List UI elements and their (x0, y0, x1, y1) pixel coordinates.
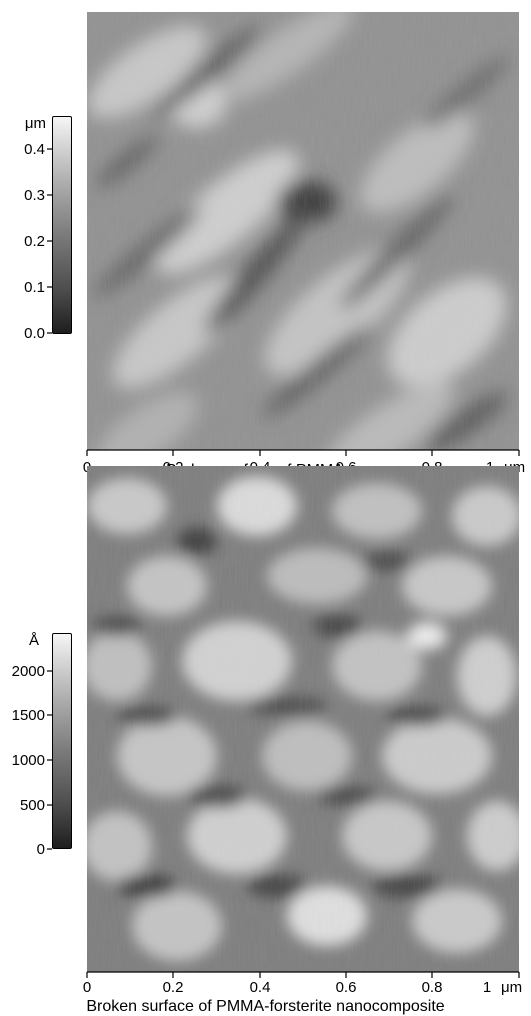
axes-overlay: μm 0.4 0.3 0.2 0.1 0.0 0 0.2 0.4 0.6 0.8… (24, 115, 525, 476)
x-axis-unit: μm (501, 979, 522, 996)
afm-height-image-nanocomposite (87, 466, 519, 972)
colorbar-tick-label: 0.3 (24, 187, 45, 204)
x-tick-label: 0 (83, 979, 91, 996)
afm-height-image-pmma (87, 12, 519, 450)
axes-overlay: Å 2000 1500 1000 500 0 0 0.2 0.4 0.6 0.8… (12, 632, 523, 996)
x-tick-label: 0.2 (163, 979, 184, 996)
colorbar-tick-label: 1000 (12, 752, 45, 769)
colorbar (52, 116, 72, 334)
x-tick-label: 1 (483, 979, 491, 996)
colorbar-tick-label: 2000 (12, 663, 45, 680)
colorbar (52, 633, 72, 849)
colorbar-tick-label: 0.2 (24, 233, 45, 250)
colorbar-tick-label: 0.1 (24, 279, 45, 296)
colorbar-tick-label: 0 (37, 841, 45, 858)
panel-caption: Broken surface of PMMA-forsterite nanoco… (86, 998, 445, 1015)
x-tick-label: 0.8 (422, 979, 443, 996)
colorbar-tick-label: 0.4 (24, 141, 45, 158)
colorbar-tick-label: 1500 (12, 707, 45, 724)
afm-panel-pmma: μm 0.4 0.3 0.2 0.1 0.0 0 0.2 0.4 0.6 0.8… (24, 12, 525, 479)
colorbar-tick-label: 500 (20, 797, 45, 814)
afm-panel-nanocomposite: Å 2000 1500 1000 500 0 0 0.2 0.4 0.6 0.8… (0, 466, 531, 1016)
colorbar-unit: Å (29, 632, 39, 649)
colorbar-tick-label: 0.0 (24, 325, 45, 342)
x-tick-label: 0.6 (336, 979, 357, 996)
x-tick-label: 0.4 (250, 979, 271, 996)
colorbar-unit: μm (25, 115, 46, 132)
